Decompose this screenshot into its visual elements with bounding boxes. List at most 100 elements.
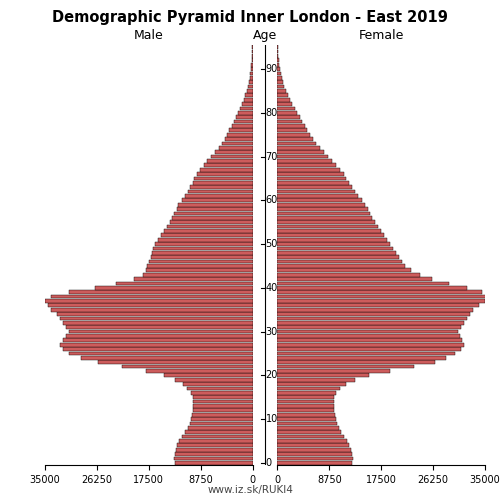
Bar [278, 246, 393, 250]
Bar [278, 413, 335, 416]
Bar [158, 238, 252, 242]
Bar [238, 111, 252, 114]
Bar [278, 264, 405, 268]
Bar [278, 72, 281, 76]
Bar [278, 304, 479, 307]
Bar [278, 417, 336, 421]
Bar [278, 430, 342, 434]
Bar [278, 378, 354, 382]
Bar [80, 356, 252, 360]
Bar [278, 224, 378, 228]
Bar [278, 299, 485, 303]
Bar [182, 382, 252, 386]
Bar [278, 106, 294, 110]
Bar [278, 94, 287, 97]
Bar [156, 242, 252, 246]
Bar [170, 220, 252, 224]
Bar [278, 326, 462, 329]
Bar [193, 404, 252, 408]
Bar [246, 94, 252, 97]
Bar [63, 321, 252, 324]
Title: Female: Female [358, 30, 404, 43]
Bar [134, 277, 252, 281]
Bar [143, 273, 252, 276]
Bar [278, 343, 464, 346]
Bar [51, 308, 252, 312]
Bar [278, 220, 376, 224]
Bar [57, 312, 252, 316]
Bar [278, 352, 456, 356]
Bar [278, 176, 346, 180]
Bar [68, 330, 252, 334]
Bar [45, 299, 253, 303]
Bar [146, 268, 252, 272]
Bar [278, 186, 351, 189]
Bar [188, 190, 252, 194]
Bar [251, 67, 252, 71]
Bar [211, 154, 252, 158]
Bar [149, 260, 252, 264]
Bar [278, 67, 280, 71]
Bar [278, 181, 348, 184]
Bar [278, 216, 372, 220]
Bar [176, 461, 252, 464]
Bar [250, 76, 252, 80]
Bar [278, 286, 467, 290]
Bar [278, 334, 460, 338]
Bar [278, 268, 411, 272]
Bar [153, 246, 252, 250]
Bar [278, 120, 302, 124]
Bar [278, 102, 292, 106]
Bar [204, 164, 252, 167]
Bar [278, 194, 358, 198]
Bar [278, 234, 384, 237]
Bar [278, 242, 390, 246]
Text: 40: 40 [266, 283, 278, 293]
Bar [60, 343, 252, 346]
Bar [278, 347, 462, 351]
Bar [164, 229, 252, 233]
Bar [48, 304, 253, 307]
Bar [278, 111, 297, 114]
Bar [188, 426, 252, 430]
Bar [278, 80, 283, 84]
Text: Demographic Pyramid Inner London - East 2019: Demographic Pyramid Inner London - East … [52, 10, 448, 25]
Bar [278, 439, 347, 443]
Bar [278, 58, 279, 62]
Bar [197, 172, 252, 176]
Bar [278, 434, 344, 438]
Bar [278, 364, 414, 368]
Bar [174, 456, 252, 460]
Bar [278, 251, 396, 254]
Bar [278, 461, 351, 464]
Bar [278, 212, 370, 216]
Bar [51, 294, 252, 298]
Bar [278, 456, 353, 460]
Bar [236, 116, 252, 119]
Bar [278, 116, 299, 119]
Bar [182, 198, 252, 202]
Bar [278, 321, 464, 324]
Bar [278, 308, 473, 312]
Bar [192, 408, 252, 412]
Bar [278, 164, 336, 167]
Bar [278, 260, 402, 264]
Bar [278, 422, 338, 426]
Bar [278, 277, 432, 281]
Bar [68, 290, 252, 294]
Bar [278, 404, 334, 408]
Bar [278, 63, 280, 66]
Bar [191, 417, 252, 421]
Bar [278, 198, 361, 202]
Text: 60: 60 [266, 196, 278, 205]
Bar [278, 408, 334, 412]
Bar [278, 76, 282, 80]
Bar [178, 203, 252, 206]
Bar [278, 294, 488, 298]
Text: 0: 0 [266, 458, 272, 468]
Bar [278, 290, 482, 294]
Title: Male: Male [134, 30, 164, 43]
Bar [150, 256, 252, 259]
Bar [246, 89, 252, 93]
Bar [278, 168, 340, 172]
